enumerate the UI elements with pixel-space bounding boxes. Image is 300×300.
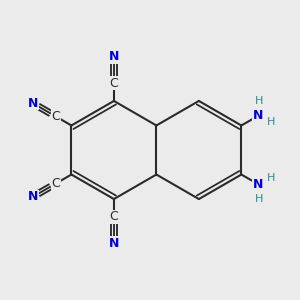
Text: N: N xyxy=(109,50,119,63)
Text: N: N xyxy=(28,190,38,203)
Text: C: C xyxy=(52,177,60,190)
Text: N: N xyxy=(253,110,263,122)
Text: H: H xyxy=(267,173,275,183)
Text: N: N xyxy=(28,97,38,110)
Text: N: N xyxy=(109,237,119,250)
Text: H: H xyxy=(267,117,275,127)
Text: H: H xyxy=(255,194,264,204)
Text: C: C xyxy=(110,210,118,224)
Text: C: C xyxy=(110,76,118,90)
Text: C: C xyxy=(52,110,60,123)
Text: H: H xyxy=(255,96,264,106)
Text: N: N xyxy=(253,178,263,190)
